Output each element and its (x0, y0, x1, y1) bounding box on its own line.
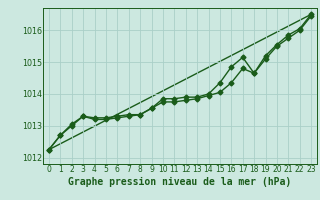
X-axis label: Graphe pression niveau de la mer (hPa): Graphe pression niveau de la mer (hPa) (68, 177, 292, 187)
